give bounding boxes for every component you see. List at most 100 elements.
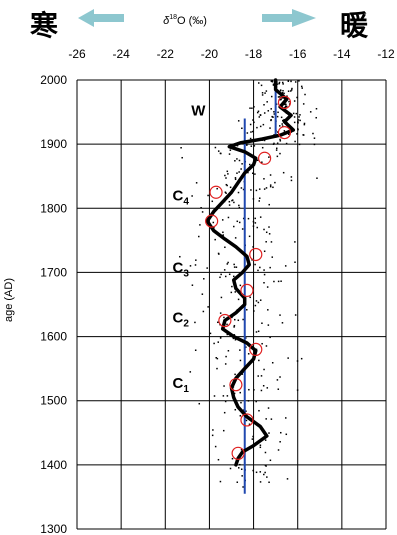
scatter-point bbox=[297, 128, 299, 130]
scatter-point bbox=[228, 273, 231, 276]
scatter-point bbox=[240, 401, 242, 404]
highlight-circle bbox=[249, 247, 263, 262]
scatter-point bbox=[266, 476, 268, 478]
scatter-point bbox=[281, 81, 284, 84]
scatter-point bbox=[286, 478, 289, 480]
scatter-point bbox=[258, 409, 260, 412]
y-tick-label: 1900 bbox=[40, 137, 67, 151]
scatter-point bbox=[261, 92, 264, 94]
scatter-point bbox=[250, 131, 252, 133]
scatter-point bbox=[276, 379, 279, 381]
scatter-point bbox=[261, 342, 263, 345]
scatter-point bbox=[195, 259, 197, 261]
scatter-point bbox=[229, 467, 232, 470]
scatter-point bbox=[242, 486, 244, 488]
scatter-point bbox=[279, 125, 281, 127]
scatter-point bbox=[249, 107, 251, 109]
scatter-point bbox=[245, 419, 248, 422]
scatter-point bbox=[296, 389, 299, 391]
scatter-point bbox=[285, 103, 287, 106]
scatter-point bbox=[229, 149, 232, 151]
scatter-point bbox=[215, 357, 217, 359]
plot-area: W C4 C3 C2 C1 bbox=[76, 78, 387, 530]
scatter-point bbox=[313, 143, 316, 146]
scatter-point bbox=[278, 81, 281, 84]
scatter-point bbox=[279, 89, 282, 91]
scatter-point bbox=[233, 263, 235, 266]
scatter-point bbox=[266, 101, 268, 103]
scatter-point bbox=[316, 177, 318, 179]
scatter-point bbox=[268, 233, 271, 235]
scatter-point bbox=[251, 107, 253, 109]
annotation-label: W bbox=[191, 102, 206, 119]
scatter-point bbox=[238, 204, 240, 207]
scatter-point bbox=[234, 339, 237, 341]
scatter-point bbox=[239, 284, 242, 287]
highlight-circle bbox=[209, 185, 223, 199]
scatter-point bbox=[233, 225, 235, 228]
scatter-point bbox=[290, 90, 292, 92]
scatter-point bbox=[263, 104, 265, 106]
scatter-point bbox=[270, 418, 273, 420]
scatter-point bbox=[214, 238, 216, 241]
scatter-point bbox=[277, 280, 280, 283]
scatter-point bbox=[223, 316, 225, 319]
scatter-point bbox=[206, 267, 208, 269]
scatter-point bbox=[234, 408, 237, 411]
scatter-point bbox=[199, 224, 201, 226]
scatter-point bbox=[281, 125, 284, 127]
scatter-point bbox=[271, 256, 274, 258]
scatter-point bbox=[254, 173, 256, 175]
scatter-point bbox=[228, 204, 231, 206]
scatter-point bbox=[198, 402, 201, 405]
scatter-point bbox=[272, 84, 275, 86]
scatter-point bbox=[251, 172, 254, 175]
scatter-point bbox=[263, 228, 265, 231]
scatter-point bbox=[294, 81, 297, 83]
scatter-point bbox=[252, 469, 254, 472]
scatter-point bbox=[279, 138, 281, 141]
scatter-point bbox=[198, 235, 200, 238]
scatter-point bbox=[315, 116, 317, 119]
scatter-point bbox=[293, 116, 296, 118]
scatter-point bbox=[267, 324, 270, 326]
scatter-point bbox=[277, 96, 280, 98]
scatter-point bbox=[276, 142, 279, 144]
scatter-point bbox=[218, 253, 220, 255]
scatter-point bbox=[252, 198, 255, 200]
scatter-point bbox=[227, 350, 230, 352]
scatter-point bbox=[295, 112, 298, 115]
scatter-point bbox=[257, 375, 259, 377]
scatter-point bbox=[236, 172, 238, 174]
scatter-point bbox=[269, 185, 272, 188]
scatter-point bbox=[219, 336, 222, 338]
scatter-point bbox=[296, 133, 298, 135]
scatter-point bbox=[219, 480, 222, 483]
scatter-point bbox=[248, 423, 251, 426]
scatter-point bbox=[292, 112, 295, 115]
warm-arrow-icon bbox=[262, 9, 316, 27]
scatter-point bbox=[239, 391, 242, 394]
scatter-point bbox=[194, 321, 196, 324]
scatter-point bbox=[285, 417, 287, 419]
scatter-point bbox=[234, 318, 236, 321]
scatter-point bbox=[298, 80, 300, 82]
scatter-point bbox=[259, 481, 262, 483]
scatter-point bbox=[241, 228, 244, 230]
scatter-point bbox=[209, 332, 212, 335]
scatter-point bbox=[225, 355, 227, 358]
scatter-point bbox=[259, 471, 262, 473]
scatter-point bbox=[191, 195, 193, 197]
scatter-point bbox=[207, 306, 209, 308]
scatter-point bbox=[285, 142, 288, 145]
scatter-point bbox=[290, 176, 293, 178]
scatter-point bbox=[195, 182, 198, 184]
scatter-point bbox=[252, 119, 254, 121]
scatter-point bbox=[279, 152, 281, 155]
scatter-point bbox=[279, 431, 282, 434]
scatter-point bbox=[231, 199, 234, 201]
highlight-circle bbox=[258, 151, 272, 165]
scatter-point bbox=[234, 373, 236, 376]
scatter-point bbox=[287, 357, 289, 359]
